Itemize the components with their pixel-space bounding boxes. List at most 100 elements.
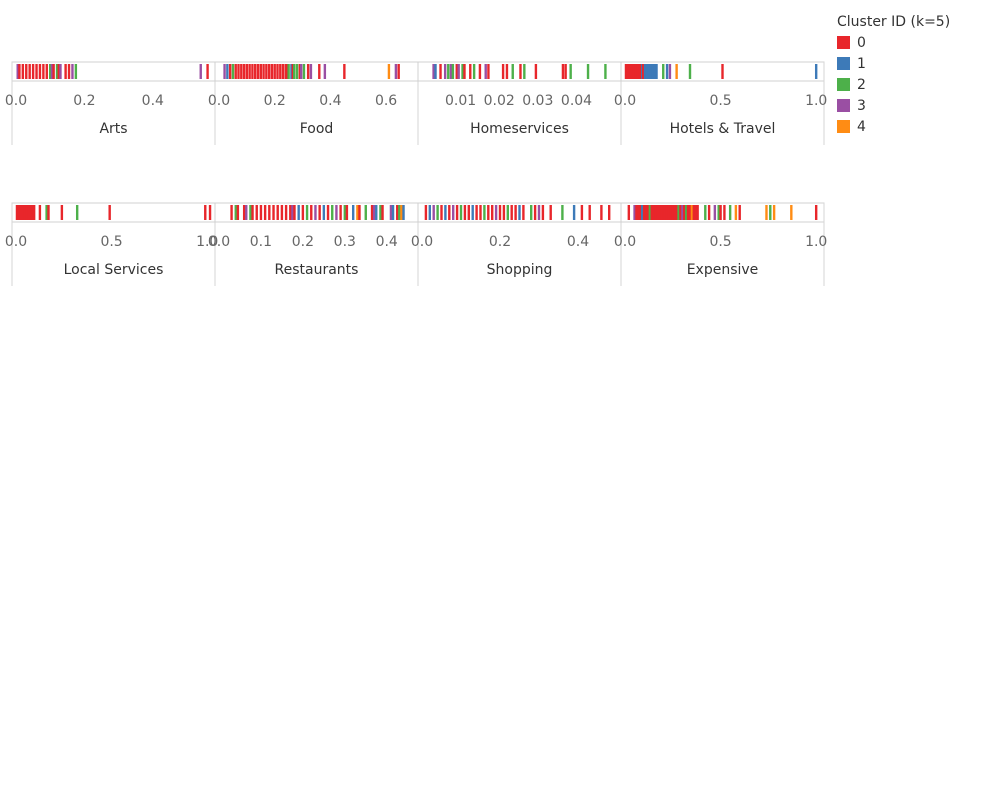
mark-shopping-cluster-0 bbox=[487, 205, 490, 220]
mark-expensive-cluster-2 bbox=[728, 205, 732, 220]
tick-label-local-services: 1.0 bbox=[196, 234, 218, 250]
mark-restaurants-cluster-1 bbox=[402, 205, 405, 220]
mark-homeservices-cluster-0 bbox=[534, 64, 538, 79]
mark-shopping-cluster-1 bbox=[572, 205, 576, 220]
mark-homeservices-cluster-2 bbox=[586, 64, 590, 79]
mark-food-cluster-0 bbox=[254, 64, 257, 79]
mark-homeservices-cluster-3 bbox=[449, 64, 453, 79]
mark-expensive-cluster-1 bbox=[641, 205, 644, 220]
mark-restaurants-cluster-0 bbox=[230, 205, 233, 220]
mark-hotels-travel-cluster-1 bbox=[649, 64, 653, 79]
mark-expensive-cluster-0 bbox=[663, 205, 667, 220]
mark-expensive-cluster-0 bbox=[662, 205, 665, 220]
mark-food-cluster-0 bbox=[284, 64, 288, 79]
tick-label-local-services: 0.0 bbox=[5, 234, 27, 250]
legend-item-1[interactable]: 1 bbox=[837, 53, 950, 74]
mark-hotels-travel-cluster-1 bbox=[643, 64, 647, 79]
mark-arts-cluster-3 bbox=[199, 64, 202, 79]
mark-restaurants-cluster-0 bbox=[326, 205, 330, 220]
mark-restaurants-cluster-2 bbox=[331, 205, 334, 220]
mark-expensive-cluster-0 bbox=[642, 205, 646, 220]
mark-shopping-cluster-0 bbox=[522, 205, 525, 220]
mark-shopping-cluster-2 bbox=[530, 205, 533, 220]
mark-arts-cluster-0 bbox=[35, 64, 38, 79]
mark-food-cluster-0 bbox=[240, 64, 243, 79]
mark-food-cluster-0 bbox=[245, 64, 249, 79]
mark-food-cluster-3 bbox=[299, 64, 303, 79]
mark-expensive-cluster-2 bbox=[677, 205, 680, 220]
mark-shopping-cluster-0 bbox=[463, 205, 467, 220]
legend-item-4[interactable]: 4 bbox=[837, 116, 950, 137]
mark-restaurants-cluster-4 bbox=[356, 205, 359, 220]
tick-label-restaurants: 0.1 bbox=[250, 234, 272, 250]
mark-local-services-cluster-0 bbox=[19, 205, 22, 220]
mark-restaurants-cluster-3 bbox=[389, 205, 393, 220]
mark-homeservices-cluster-0 bbox=[455, 64, 458, 79]
mark-restaurants-cluster-0 bbox=[370, 205, 374, 220]
mark-shopping-cluster-0 bbox=[498, 205, 502, 220]
mark-homeservices-cluster-2 bbox=[461, 64, 464, 79]
mark-restaurants-cluster-0 bbox=[242, 205, 246, 220]
mark-shopping-cluster-0 bbox=[541, 205, 545, 220]
tick-label-hotels-travel: 0.0 bbox=[614, 93, 636, 109]
mark-arts-cluster-0 bbox=[38, 64, 42, 79]
mark-shopping-cluster-3 bbox=[494, 205, 498, 220]
mark-restaurants-cluster-1 bbox=[322, 205, 326, 220]
tick-label-shopping: 0.2 bbox=[489, 234, 511, 250]
axis-title-local-services: Local Services bbox=[64, 262, 164, 278]
mark-arts-cluster-0 bbox=[31, 64, 35, 79]
mark-local-services-cluster-0 bbox=[27, 205, 30, 220]
mark-hotels-travel-cluster-1 bbox=[814, 64, 818, 79]
mark-local-services-cluster-0 bbox=[25, 205, 28, 220]
mark-arts-cluster-0 bbox=[52, 64, 55, 79]
mark-food-cluster-0 bbox=[291, 64, 295, 79]
legend-item-3[interactable]: 3 bbox=[837, 95, 950, 116]
mark-shopping-cluster-2 bbox=[483, 205, 486, 220]
mark-restaurants-cluster-2 bbox=[249, 205, 252, 220]
mark-arts-cluster-2 bbox=[55, 64, 59, 79]
mark-arts-cluster-0 bbox=[67, 64, 71, 79]
mark-restaurants-cluster-0 bbox=[272, 205, 275, 220]
mark-shopping-cluster-1 bbox=[518, 205, 521, 220]
mark-expensive-cluster-3 bbox=[713, 205, 717, 220]
legend-item-2[interactable]: 2 bbox=[837, 74, 950, 95]
mark-expensive-cluster-2 bbox=[704, 205, 707, 220]
mark-expensive-cluster-0 bbox=[644, 205, 648, 220]
mark-shopping-cluster-3 bbox=[452, 205, 455, 220]
mark-local-services-cluster-0 bbox=[208, 205, 212, 220]
mark-restaurants-cluster-0 bbox=[259, 205, 263, 220]
mark-restaurants-cluster-3 bbox=[314, 205, 317, 220]
mark-homeservices-cluster-2 bbox=[604, 64, 607, 79]
mark-expensive-cluster-0 bbox=[669, 205, 673, 220]
mark-expensive-cluster-3 bbox=[681, 205, 684, 220]
mark-expensive-cluster-0 bbox=[654, 205, 657, 220]
mark-restaurants-cluster-0 bbox=[339, 205, 342, 220]
mark-arts-cluster-0 bbox=[42, 64, 45, 79]
mark-restaurants-cluster-0 bbox=[276, 205, 279, 220]
mark-expensive-cluster-0 bbox=[637, 205, 640, 220]
mark-restaurants-cluster-0 bbox=[255, 205, 258, 220]
tick-label-restaurants: 0.2 bbox=[292, 234, 314, 250]
mark-homeservices-cluster-3 bbox=[443, 64, 447, 79]
mark-local-services-cluster-2 bbox=[45, 205, 48, 220]
mark-arts-cluster-0 bbox=[18, 64, 21, 79]
mark-food-cluster-2 bbox=[295, 64, 299, 79]
mark-arts-cluster-0 bbox=[45, 64, 48, 79]
mark-expensive-cluster-4 bbox=[765, 205, 768, 220]
legend-swatch-1 bbox=[837, 57, 850, 70]
mark-restaurants-cluster-3 bbox=[372, 205, 376, 220]
mark-food-cluster-3 bbox=[309, 64, 313, 79]
mark-expensive-cluster-0 bbox=[656, 205, 659, 220]
mark-homeservices-cluster-2 bbox=[511, 64, 514, 79]
mark-hotels-travel-cluster-0 bbox=[626, 64, 630, 79]
legend-swatch-0 bbox=[837, 36, 850, 49]
mark-expensive-cluster-2 bbox=[648, 205, 652, 220]
tick-label-food: 0.0 bbox=[208, 93, 230, 109]
mark-food-cluster-0 bbox=[281, 64, 285, 79]
tick-label-shopping: 0.0 bbox=[411, 234, 433, 250]
mark-restaurants-cluster-0 bbox=[381, 205, 384, 220]
legend-item-0[interactable]: 0 bbox=[837, 32, 950, 53]
mark-food-cluster-0 bbox=[259, 64, 262, 79]
mark-food-cluster-2 bbox=[302, 64, 306, 79]
mark-restaurants-cluster-0 bbox=[293, 205, 296, 220]
